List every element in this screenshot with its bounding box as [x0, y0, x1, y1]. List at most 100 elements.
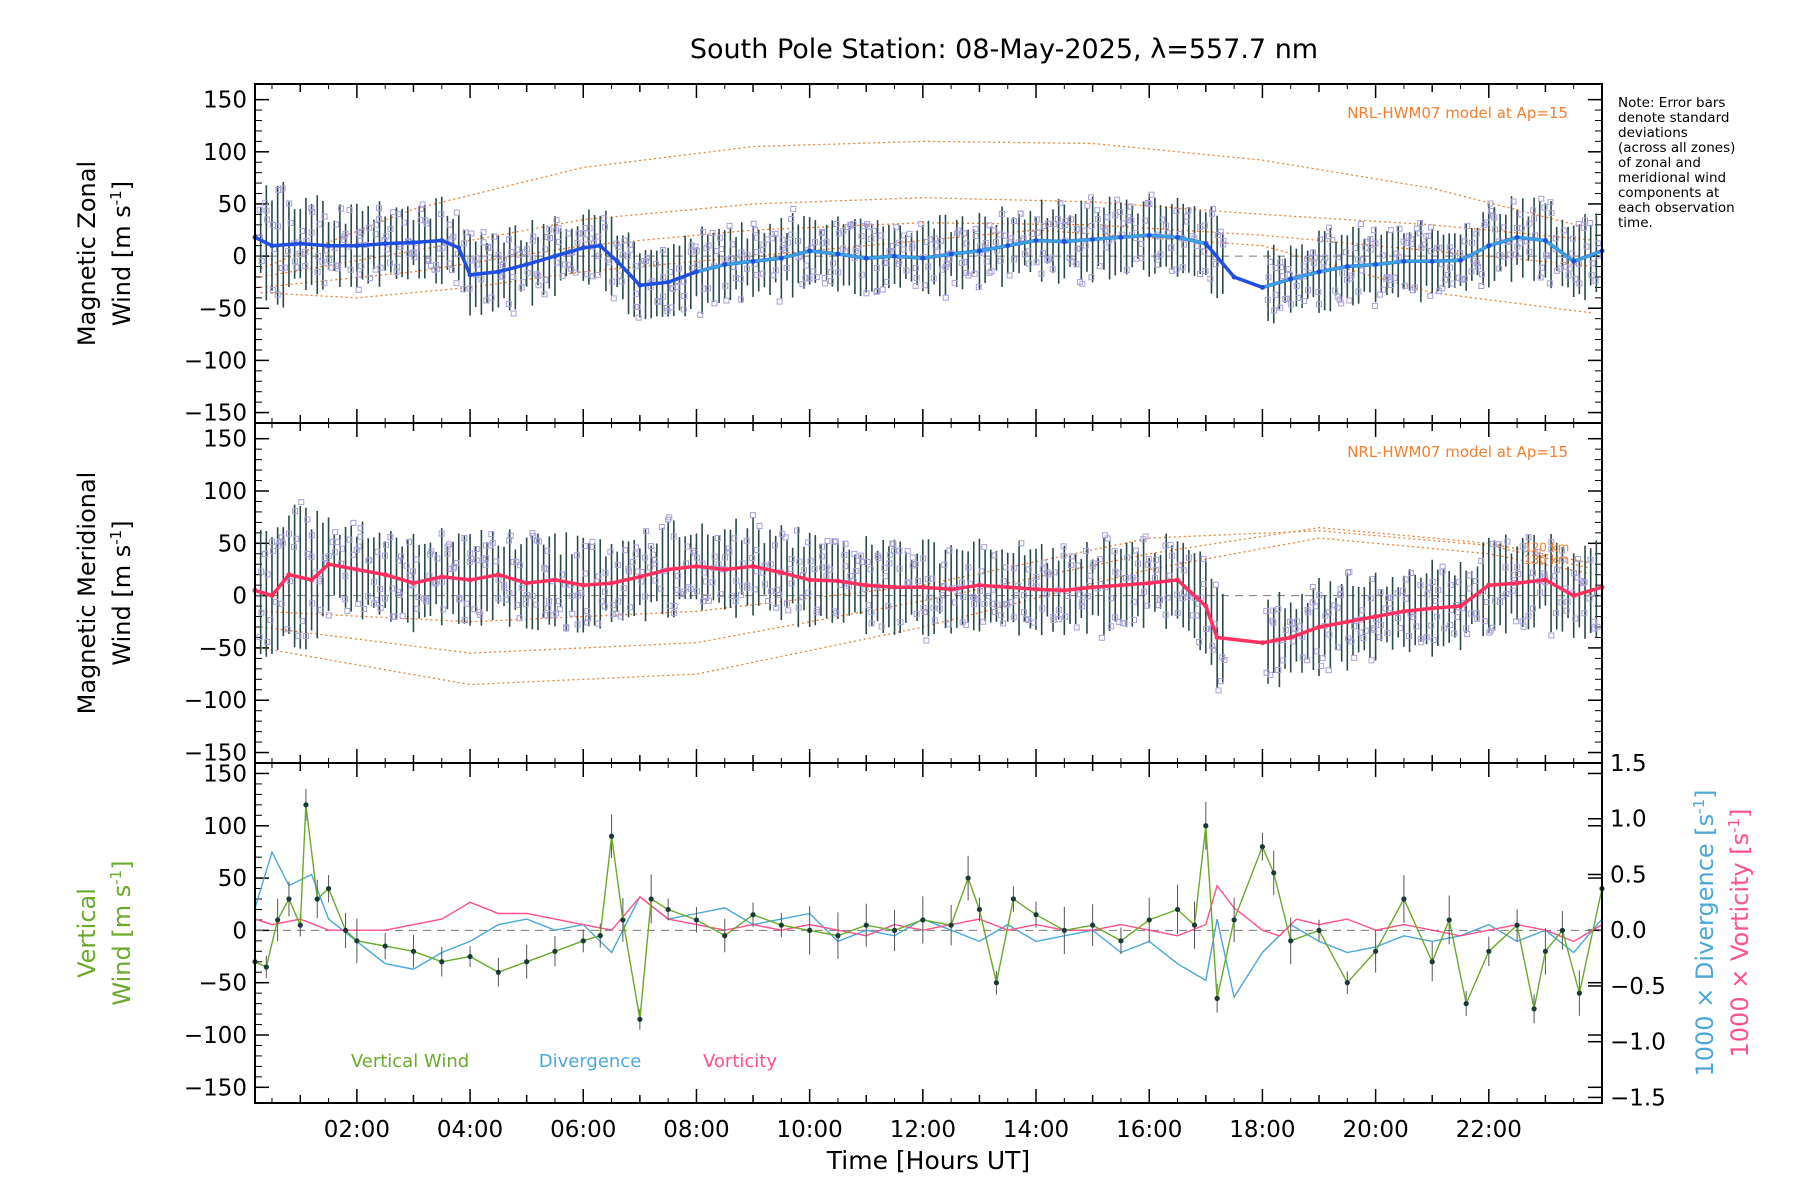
scatter-point [1309, 583, 1316, 590]
scatter-point [614, 561, 621, 568]
scatter-point [1447, 582, 1454, 589]
scatter-point [523, 591, 530, 598]
scatter-point [502, 596, 509, 603]
scatter-point [1073, 261, 1080, 268]
scatter-point [782, 534, 789, 541]
scatter-point [263, 216, 270, 223]
scatter-point [1057, 199, 1064, 206]
scatter-point [1364, 238, 1371, 245]
scatter-point [1467, 610, 1474, 617]
data-point [807, 927, 813, 933]
scatter-point [1427, 292, 1434, 299]
scatter-point [1050, 221, 1057, 228]
scatter-point [302, 262, 309, 269]
scatter-point [1422, 241, 1429, 248]
y-tick-label: 0 [232, 584, 247, 610]
scatter-point [1316, 236, 1323, 243]
scatter-point [851, 550, 858, 557]
scatter-point [1173, 208, 1180, 215]
y-axis-label-line2-part: ] [108, 181, 136, 190]
data-point [1486, 582, 1492, 588]
scatter-point [1034, 229, 1041, 236]
scatter-point [941, 561, 948, 568]
scatter-point [643, 528, 650, 535]
scatter-point [1344, 277, 1351, 284]
scatter-point [1432, 597, 1439, 604]
scatter-point [823, 572, 830, 579]
scatter-point [671, 602, 678, 609]
vertical-wind-line [254, 804, 1603, 1020]
scatter-point [450, 233, 457, 240]
scatter-point [357, 525, 364, 532]
scatter-point [998, 612, 1005, 619]
scatter-point [325, 553, 332, 560]
scatter-point [1313, 648, 1320, 655]
scatter-point [583, 271, 590, 278]
scatter-point [383, 246, 390, 253]
scatter-point [1429, 579, 1436, 586]
scatter-point [694, 262, 701, 269]
scatter-point [828, 269, 835, 276]
scatter-point [1506, 251, 1513, 258]
scatter-point [1148, 191, 1155, 198]
scatter-point [728, 592, 735, 599]
data-point [1231, 274, 1237, 280]
scatter-point [1104, 535, 1111, 542]
scatter-point [1319, 655, 1326, 662]
y2-axis-label-divergence: 1000 × Divergence [s-1] [1690, 789, 1719, 1076]
scatter-point [1478, 271, 1485, 278]
data-point [1259, 844, 1266, 850]
scatter-point [342, 596, 349, 603]
scatter-point [805, 589, 812, 596]
scatter-point [1434, 613, 1441, 620]
scatter-point [1098, 634, 1105, 641]
scatter-point [1039, 605, 1046, 612]
y2-axis-label-divergence-part: ] [1691, 789, 1719, 798]
scatter-point [1509, 587, 1516, 594]
scatter-point [824, 537, 831, 544]
note-line: (across all zones) [1618, 140, 1736, 156]
y-axis-label-line2-part: -1 [107, 530, 125, 545]
scatter-point [632, 263, 639, 270]
scatter-point [1547, 199, 1554, 206]
scatter-point [1184, 593, 1191, 600]
data-point [693, 269, 699, 275]
scatter-point [1025, 616, 1032, 623]
scatter-point [1458, 276, 1465, 283]
data-point [693, 917, 700, 923]
scatter-point [711, 300, 718, 307]
scatter-point [1513, 251, 1520, 258]
scatter-point [1088, 194, 1095, 201]
scatter-point [1594, 240, 1601, 247]
scatter-point [1218, 678, 1225, 685]
y-tick-label: −150 [184, 401, 247, 427]
scatter-point [463, 600, 470, 607]
scatter-point [395, 210, 402, 217]
scatter-point [1346, 297, 1353, 304]
scatter-point [1028, 580, 1035, 587]
scatter-point [1275, 667, 1282, 674]
scatter-point [1560, 556, 1567, 563]
scatter-point [1474, 615, 1481, 622]
scatter-point [1332, 287, 1339, 294]
scatter-point [683, 543, 690, 550]
scatter-point [1376, 634, 1383, 641]
scatter-point [256, 634, 263, 641]
scatter-point [317, 606, 324, 613]
y-axis-label-line1: Magnetic Zonal [73, 161, 101, 346]
data-point [1571, 258, 1577, 264]
scatter-point [1583, 243, 1590, 250]
y-tick-label: 50 [218, 866, 247, 892]
scatter-point [513, 558, 520, 565]
scatter-point [326, 257, 333, 264]
scatter-point [1076, 591, 1083, 598]
data-point [1146, 580, 1152, 586]
scatter-point [268, 539, 275, 546]
scatter-point [831, 538, 838, 545]
scatter-point [981, 600, 988, 607]
scatter-point [1418, 244, 1425, 251]
divergence-line [254, 850, 1603, 999]
scatter-point [1152, 574, 1159, 581]
scatter-point [545, 598, 552, 605]
scatter-point [309, 600, 316, 607]
